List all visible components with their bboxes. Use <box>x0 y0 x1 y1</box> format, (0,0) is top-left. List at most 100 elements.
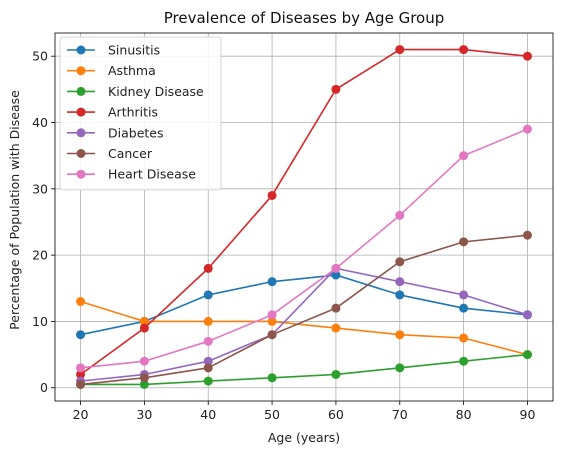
data-point <box>139 316 149 326</box>
data-point <box>139 323 149 333</box>
legend-item: Diabetes <box>67 125 164 140</box>
data-point <box>76 297 86 307</box>
chart-title: Prevalence of Diseases by Age Group <box>164 9 444 27</box>
data-point <box>459 356 469 366</box>
data-point <box>459 151 469 161</box>
data-point <box>395 210 405 220</box>
data-point <box>395 290 405 300</box>
x-tick-label: 90 <box>520 407 536 422</box>
series-line <box>80 234 528 386</box>
data-point <box>267 277 277 287</box>
data-point <box>522 350 532 360</box>
y-tick-label: 0 <box>40 380 48 395</box>
data-point <box>76 369 86 379</box>
y-axis-label: Percentage of Population with Disease <box>7 90 22 330</box>
data-point <box>76 379 86 389</box>
data-point <box>459 237 469 247</box>
x-tick-label: 70 <box>392 407 408 422</box>
series-line <box>80 128 528 369</box>
y-tick-label: 10 <box>32 314 48 329</box>
data-point <box>331 270 341 280</box>
legend-box <box>59 36 222 191</box>
x-tick-label: 20 <box>73 407 89 422</box>
data-point <box>395 330 405 340</box>
data-point <box>203 356 213 366</box>
legend-label: Kidney Disease <box>108 84 204 99</box>
data-point <box>76 330 86 340</box>
legend-swatch-marker <box>76 66 86 76</box>
data-point <box>267 373 277 383</box>
data-point <box>522 124 532 134</box>
data-point <box>203 263 213 273</box>
legend-label: Diabetes <box>108 125 164 140</box>
series-asthma <box>76 297 532 360</box>
series-line <box>80 300 528 356</box>
data-point <box>459 290 469 300</box>
legend-swatch-marker <box>76 149 86 158</box>
data-point <box>203 290 213 300</box>
legend-swatch-marker <box>76 86 86 96</box>
data-point <box>267 190 277 200</box>
legend-item: Cancer <box>67 146 153 161</box>
legend-item: Arthritis <box>67 105 158 120</box>
series-heart-disease <box>76 124 532 373</box>
y-tick-label: 20 <box>32 248 48 263</box>
data-point <box>139 373 149 383</box>
legend-label: Arthritis <box>108 105 158 120</box>
legend-label: Sinusitis <box>108 43 160 58</box>
data-point <box>522 310 532 320</box>
series-line <box>80 48 528 376</box>
series-cancer <box>76 230 532 389</box>
legend-item: Heart Disease <box>67 167 196 182</box>
data-point <box>203 336 213 346</box>
x-tick-label: 30 <box>136 407 152 422</box>
legend-swatch-marker <box>76 107 86 117</box>
data-point <box>331 369 341 379</box>
legend-item: Asthma <box>67 63 156 78</box>
legend-item: Sinusitis <box>67 43 160 58</box>
data-point <box>203 376 213 386</box>
legend-swatch-marker <box>76 128 86 138</box>
data-point <box>522 51 532 61</box>
legend-label: Cancer <box>108 146 153 161</box>
data-point <box>459 45 469 55</box>
x-tick-label: 80 <box>456 407 472 422</box>
data-point <box>203 316 213 326</box>
legend-label: Asthma <box>108 63 156 78</box>
series-arthritis <box>76 45 532 379</box>
y-tick-label: 30 <box>32 181 48 196</box>
data-point <box>331 323 341 333</box>
data-point <box>139 379 149 389</box>
x-tick-label: 40 <box>200 407 216 422</box>
data-point <box>267 330 277 340</box>
y-tick-label: 40 <box>32 115 48 130</box>
data-point <box>331 303 341 313</box>
x-tick-label: 50 <box>264 407 280 422</box>
series-line <box>80 274 528 336</box>
data-point <box>203 363 213 373</box>
axis-ticks: 20 30 40 50 60 70 80 90 0 10 20 30 40 50 <box>32 49 535 422</box>
data-point <box>331 263 341 273</box>
x-axis-label: Age (years) <box>268 430 340 445</box>
data-point <box>395 277 405 287</box>
legend-swatch-marker <box>76 169 86 179</box>
data-point <box>395 257 405 267</box>
data-point <box>267 316 277 326</box>
data-point <box>395 45 405 55</box>
legend: Sinusitis Asthma Kidney Disease Arthritis Di… <box>59 36 222 191</box>
series-line <box>80 353 528 386</box>
data-point <box>76 363 86 373</box>
data-point <box>395 363 405 373</box>
data-point <box>139 356 149 366</box>
data-point <box>459 333 469 343</box>
series-line <box>80 267 528 382</box>
data-point <box>459 303 469 313</box>
data-point <box>522 230 532 240</box>
plot-frame <box>54 32 554 402</box>
legend-item: Kidney Disease <box>67 84 204 99</box>
legend-label: Heart Disease <box>108 167 196 182</box>
series-layer <box>76 45 532 389</box>
data-point <box>267 310 277 320</box>
